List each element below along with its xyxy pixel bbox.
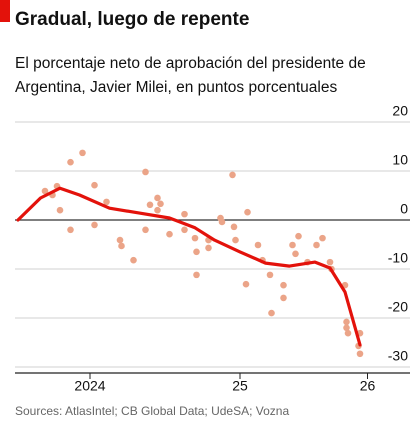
scatter-point [181, 210, 188, 218]
scatter-point [205, 244, 212, 252]
scatter-point [280, 281, 287, 289]
scatter-point [295, 232, 302, 240]
scatter-point [91, 181, 98, 189]
scatter-point [142, 226, 149, 234]
scatter-point [142, 168, 149, 176]
scatter-point [181, 226, 188, 234]
y-tick-label: -30 [388, 348, 408, 364]
chart-subtitle: Argentina, Javier Milei, en puntos porce… [15, 79, 337, 96]
scatter-point [244, 208, 251, 216]
scatter-point [103, 198, 110, 206]
scatter-point [191, 234, 199, 242]
scatter-point [116, 236, 124, 244]
scatter-point [79, 149, 86, 157]
scatter-point [292, 250, 299, 258]
scatter-point [343, 324, 350, 332]
scatter-point [118, 242, 125, 250]
scatter-point [268, 309, 275, 317]
scatter-point [130, 256, 137, 264]
y-tick-label: 0 [400, 201, 408, 217]
chart-subtitle: El porcentaje neto de aprobación del pre… [15, 55, 366, 72]
scatter-point [157, 200, 164, 208]
scatter-point [280, 294, 287, 302]
x-tick-label: 25 [232, 378, 248, 394]
scatter-point [232, 236, 239, 244]
scatter-point [230, 223, 238, 231]
scatter-point [313, 241, 320, 249]
y-tick-label: 20 [392, 103, 408, 119]
y-tick-label: 10 [392, 152, 408, 168]
scatter-point [319, 234, 326, 242]
scatter-point [193, 248, 200, 256]
brand-tag [0, 0, 10, 22]
scatter-point [229, 171, 236, 179]
scatter-point [326, 258, 334, 266]
scatter-point [67, 226, 74, 234]
scatter-point [91, 221, 98, 229]
scatter-point [146, 201, 154, 209]
chart-title: Gradual, luego de repente [15, 9, 249, 30]
scatter-point [193, 271, 200, 279]
scatter-point [154, 194, 161, 202]
x-tick-label: 2024 [74, 378, 105, 394]
x-tick-label: 26 [360, 378, 376, 394]
scatter-point [289, 241, 296, 249]
scatter-point [344, 329, 352, 337]
scatter-point [166, 230, 173, 238]
scatter-point [343, 318, 350, 326]
scatter-point [266, 271, 274, 279]
trend-line [16, 186, 362, 347]
scatter-point [154, 206, 161, 214]
scatter-point [56, 206, 64, 214]
scatter-point [67, 158, 74, 166]
scatter-point [41, 187, 49, 195]
scatter-point [254, 241, 262, 249]
y-tick-label: -10 [388, 250, 408, 266]
y-tick-label: -20 [388, 299, 408, 315]
scatter-point [242, 280, 250, 288]
source-note: Sources: AtlasIntel; CB Global Data; Ude… [15, 404, 289, 418]
scatter-point [218, 218, 226, 226]
scatter-point [356, 350, 364, 358]
